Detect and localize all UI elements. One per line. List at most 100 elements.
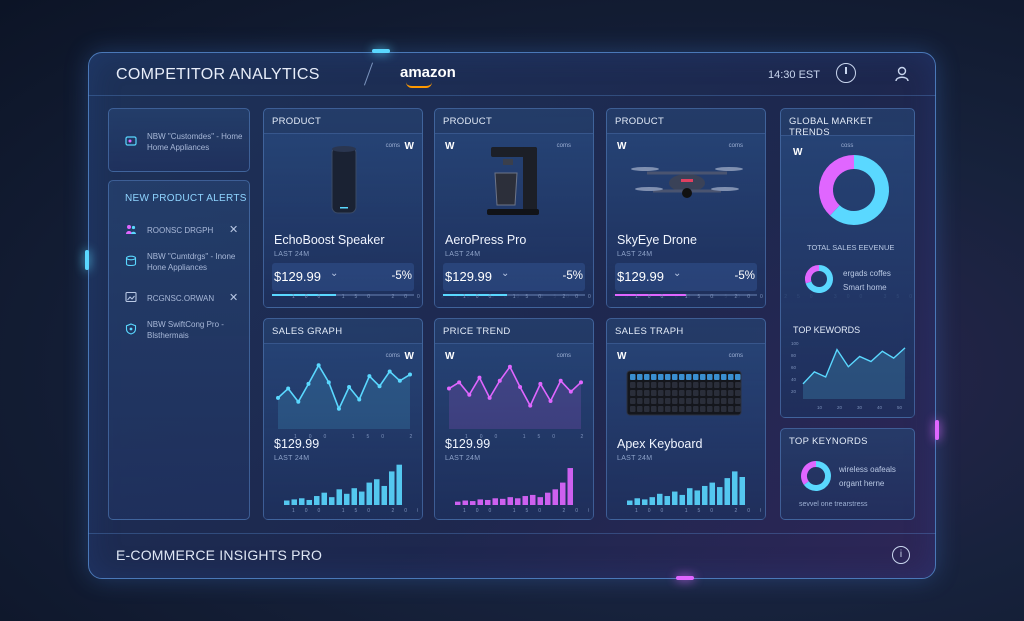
- clock-icon[interactable]: [836, 63, 856, 83]
- data-point[interactable]: [397, 378, 402, 383]
- bar[interactable]: [530, 494, 536, 505]
- bar[interactable]: [381, 485, 388, 505]
- bar[interactable]: [687, 488, 693, 505]
- data-point[interactable]: [408, 372, 412, 377]
- bar[interactable]: [552, 489, 559, 505]
- chevron-down-icon[interactable]: ⌄: [330, 268, 339, 279]
- data-point[interactable]: [447, 386, 451, 391]
- bar[interactable]: [284, 500, 290, 505]
- bar[interactable]: [374, 479, 380, 505]
- data-point[interactable]: [507, 364, 512, 369]
- bar[interactable]: [477, 499, 484, 505]
- bar[interactable]: [649, 497, 656, 505]
- bar[interactable]: [679, 494, 686, 505]
- top-alert-card[interactable]: NBW "Customdes" - Home Home Appliances: [108, 108, 250, 172]
- data-point[interactable]: [387, 369, 392, 374]
- bar[interactable]: [545, 492, 551, 505]
- bar-chart[interactable]: 100 150 200 250 300 350: [443, 461, 589, 513]
- chevron-down-icon[interactable]: ⌄: [673, 268, 682, 279]
- bar[interactable]: [299, 498, 305, 505]
- bar[interactable]: [366, 482, 373, 505]
- data-point[interactable]: [538, 381, 543, 386]
- market-donut[interactable]: [817, 153, 891, 227]
- close-icon[interactable]: ✕: [229, 292, 239, 304]
- brand-logo[interactable]: amazon: [400, 64, 456, 81]
- user-icon[interactable]: [893, 65, 911, 83]
- bar[interactable]: [724, 478, 731, 505]
- donut-slice[interactable]: [803, 461, 831, 491]
- bar-chart[interactable]: 100 150 200 250 300 350: [272, 461, 418, 513]
- alert-item[interactable]: RCGNSC.ORWAN ✕: [109, 287, 251, 309]
- data-point[interactable]: [367, 374, 372, 379]
- price-row[interactable]: $129.99 ⌄ -5%: [615, 263, 757, 296]
- chevron-down-icon[interactable]: ⌄: [501, 268, 510, 279]
- data-point[interactable]: [357, 397, 362, 402]
- bar[interactable]: [359, 491, 365, 505]
- data-point[interactable]: [306, 381, 311, 386]
- price-row[interactable]: $129.99 ⌄ -5%: [272, 263, 414, 296]
- data-point[interactable]: [497, 378, 502, 383]
- data-point[interactable]: [296, 399, 301, 404]
- donut-slice[interactable]: [830, 155, 889, 225]
- bar[interactable]: [717, 487, 723, 505]
- bar[interactable]: [567, 468, 574, 505]
- data-point[interactable]: [457, 380, 462, 385]
- bar[interactable]: [739, 477, 746, 505]
- bar[interactable]: [694, 490, 701, 505]
- data-point[interactable]: [528, 403, 533, 408]
- bar[interactable]: [672, 491, 678, 505]
- donut-slice[interactable]: [805, 265, 833, 293]
- bar[interactable]: [329, 497, 335, 505]
- donut-slice[interactable]: [805, 265, 820, 284]
- bar[interactable]: [462, 500, 469, 505]
- bar[interactable]: [642, 499, 648, 505]
- data-point[interactable]: [467, 392, 472, 397]
- bar[interactable]: [396, 464, 403, 505]
- data-point[interactable]: [558, 378, 563, 383]
- bar[interactable]: [664, 496, 671, 505]
- bar[interactable]: [306, 499, 313, 505]
- data-point[interactable]: [276, 395, 280, 400]
- bar[interactable]: [492, 498, 499, 505]
- data-point[interactable]: [316, 363, 321, 368]
- data-point[interactable]: [477, 375, 482, 380]
- bar[interactable]: [709, 482, 716, 505]
- data-point[interactable]: [326, 380, 331, 385]
- data-point[interactable]: [377, 384, 382, 389]
- bar[interactable]: [537, 497, 544, 505]
- data-point[interactable]: [336, 406, 341, 411]
- bar[interactable]: [732, 471, 738, 505]
- price-row[interactable]: $129.99 ⌄ -5%: [443, 263, 585, 296]
- data-point[interactable]: [487, 395, 492, 400]
- data-point[interactable]: [286, 386, 291, 391]
- bar[interactable]: [470, 501, 476, 505]
- data-point[interactable]: [548, 399, 553, 403]
- donut-slice[interactable]: [819, 155, 855, 216]
- alert-item[interactable]: NBW "Cumtdrgs" - Inone Hone Appliances: [109, 247, 251, 277]
- bar[interactable]: [389, 471, 395, 505]
- bar[interactable]: [455, 501, 461, 505]
- bar[interactable]: [500, 498, 506, 505]
- bar[interactable]: [515, 498, 521, 505]
- bar[interactable]: [634, 498, 641, 505]
- bar[interactable]: [291, 499, 298, 505]
- alert-item[interactable]: NBW SwiftCong Pro -Blsthermais: [109, 315, 251, 345]
- bar[interactable]: [560, 482, 566, 505]
- bar[interactable]: [507, 497, 514, 505]
- bar[interactable]: [522, 496, 529, 505]
- bar[interactable]: [321, 492, 328, 505]
- bar[interactable]: [344, 493, 350, 505]
- bar[interactable]: [702, 485, 708, 505]
- line-chart[interactable]: 100 150 200 250 300 350: [445, 355, 585, 439]
- close-icon[interactable]: ✕: [229, 224, 239, 236]
- data-point[interactable]: [568, 389, 573, 394]
- alert-item[interactable]: ROONSC DRGPH ✕: [109, 217, 251, 243]
- donut-slice[interactable]: [801, 461, 817, 485]
- bar[interactable]: [314, 496, 320, 505]
- bar[interactable]: [627, 500, 633, 505]
